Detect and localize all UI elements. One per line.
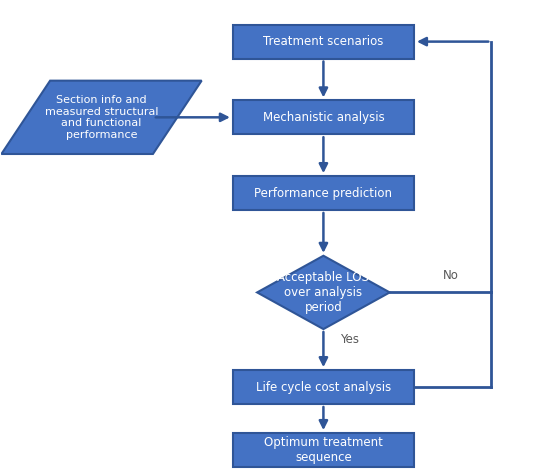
Text: Mechanistic analysis: Mechanistic analysis (263, 111, 384, 124)
FancyBboxPatch shape (233, 433, 414, 467)
Polygon shape (2, 80, 202, 154)
Text: Section info and
measured structural
and functional
performance: Section info and measured structural and… (45, 95, 158, 140)
FancyBboxPatch shape (233, 100, 414, 134)
FancyBboxPatch shape (233, 370, 414, 404)
Polygon shape (257, 256, 390, 329)
Text: Performance prediction: Performance prediction (255, 187, 392, 199)
Text: Yes: Yes (339, 333, 358, 346)
Text: Life cycle cost analysis: Life cycle cost analysis (256, 381, 391, 394)
FancyBboxPatch shape (233, 176, 414, 210)
FancyBboxPatch shape (233, 25, 414, 59)
Text: Treatment scenarios: Treatment scenarios (263, 35, 384, 48)
Text: No: No (443, 269, 459, 282)
Text: Optimum treatment
sequence: Optimum treatment sequence (264, 436, 383, 464)
Text: Acceptable LOS
over analysis
period: Acceptable LOS over analysis period (277, 271, 369, 314)
